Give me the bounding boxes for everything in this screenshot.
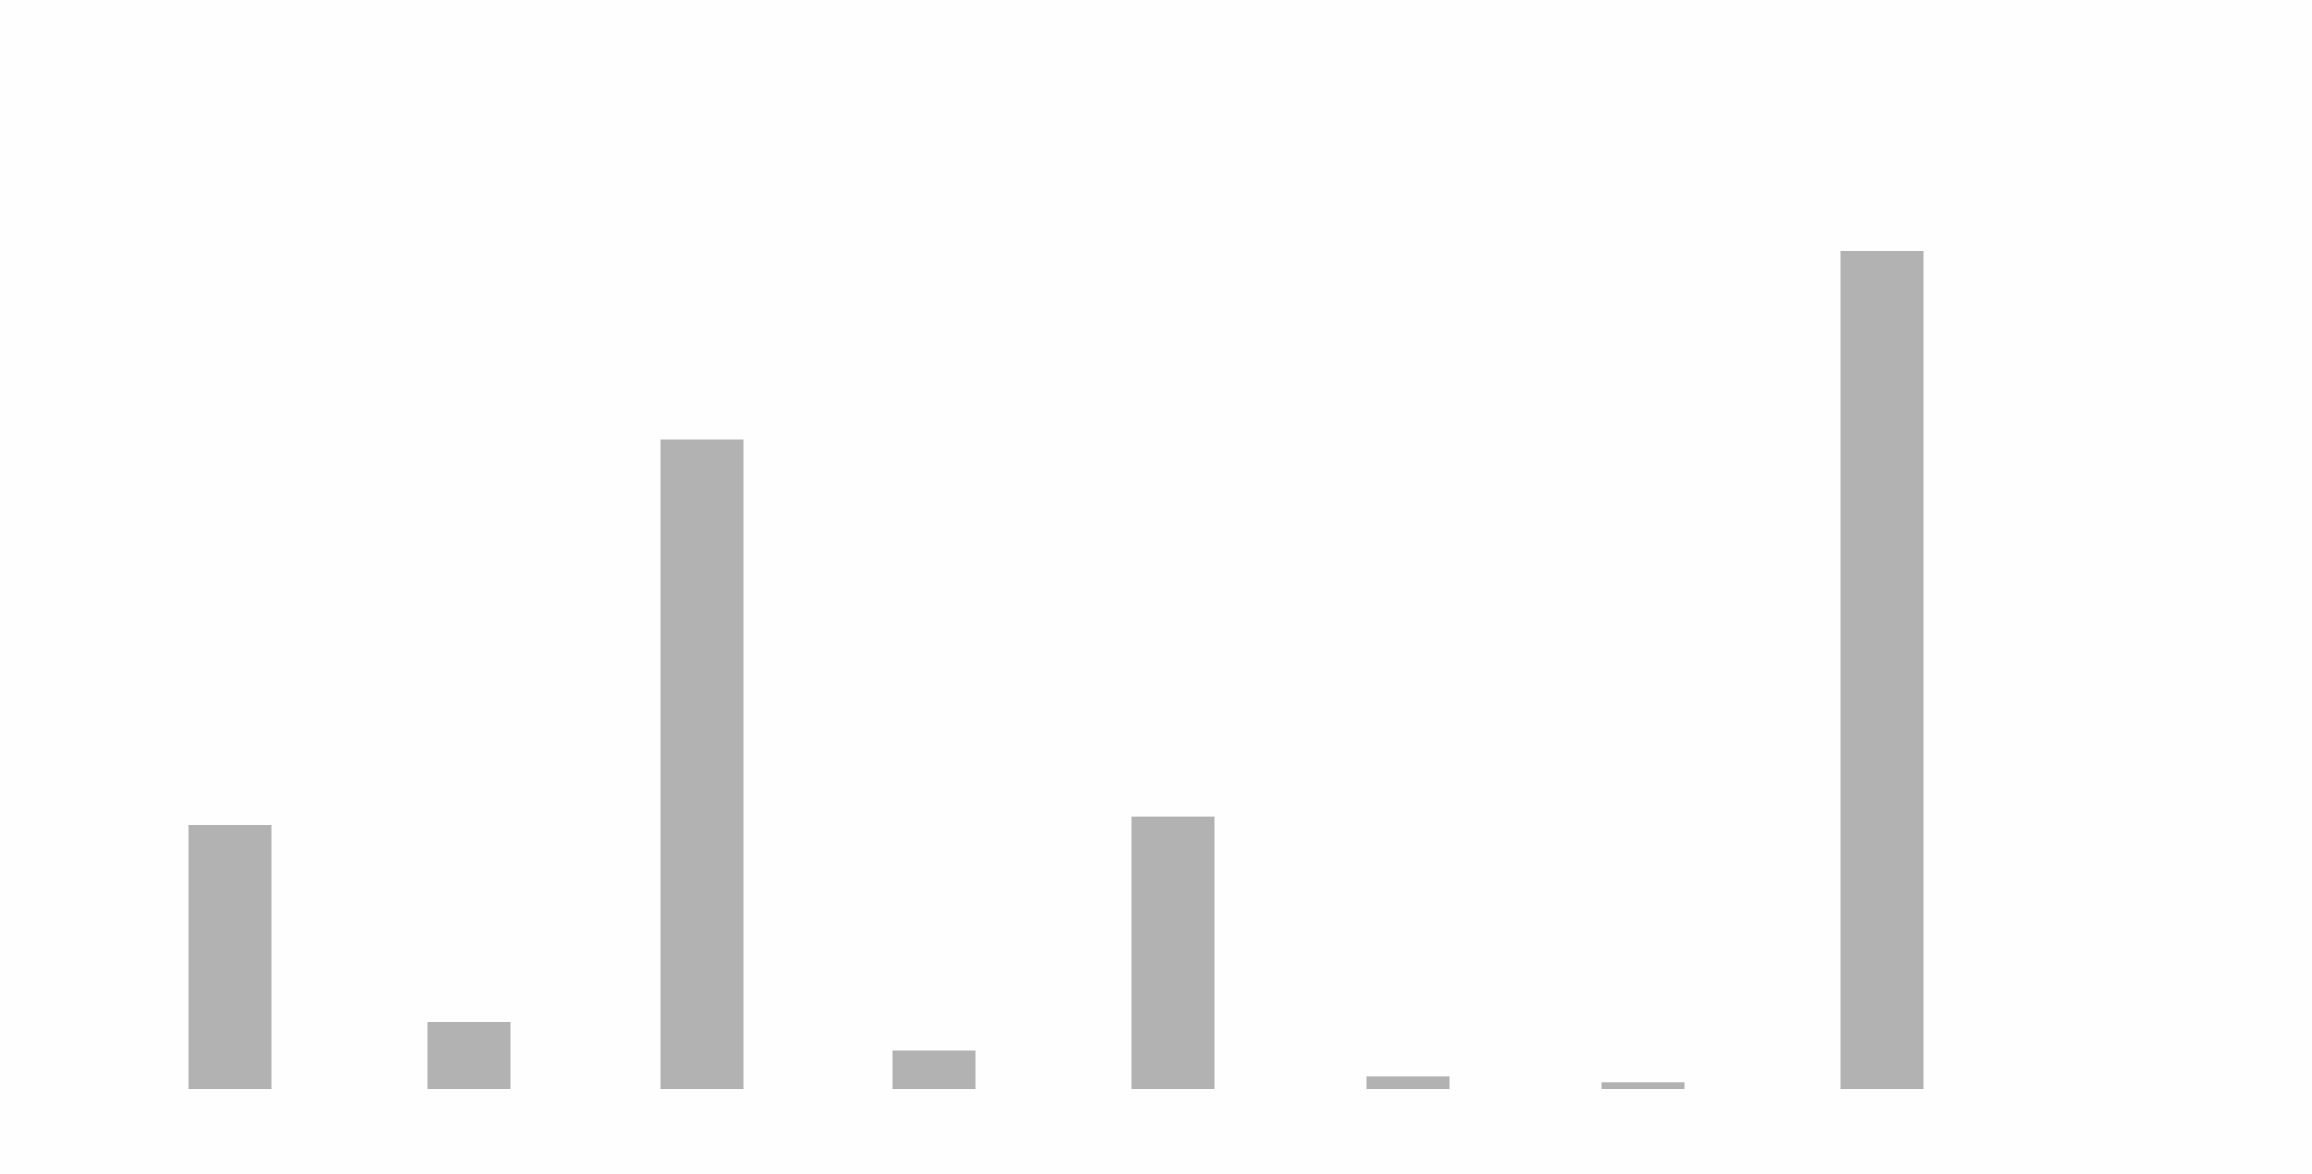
bar-3: [660, 439, 744, 1089]
bar-6: [1366, 1076, 1450, 1089]
bar-8: [1840, 251, 1924, 1089]
bar-7: [1601, 1082, 1685, 1089]
bar-4: [892, 1050, 976, 1089]
bar-1: [188, 825, 272, 1089]
bar-5: [1131, 816, 1215, 1089]
bar-2: [427, 1022, 511, 1089]
bars-group: [188, 251, 1924, 1089]
